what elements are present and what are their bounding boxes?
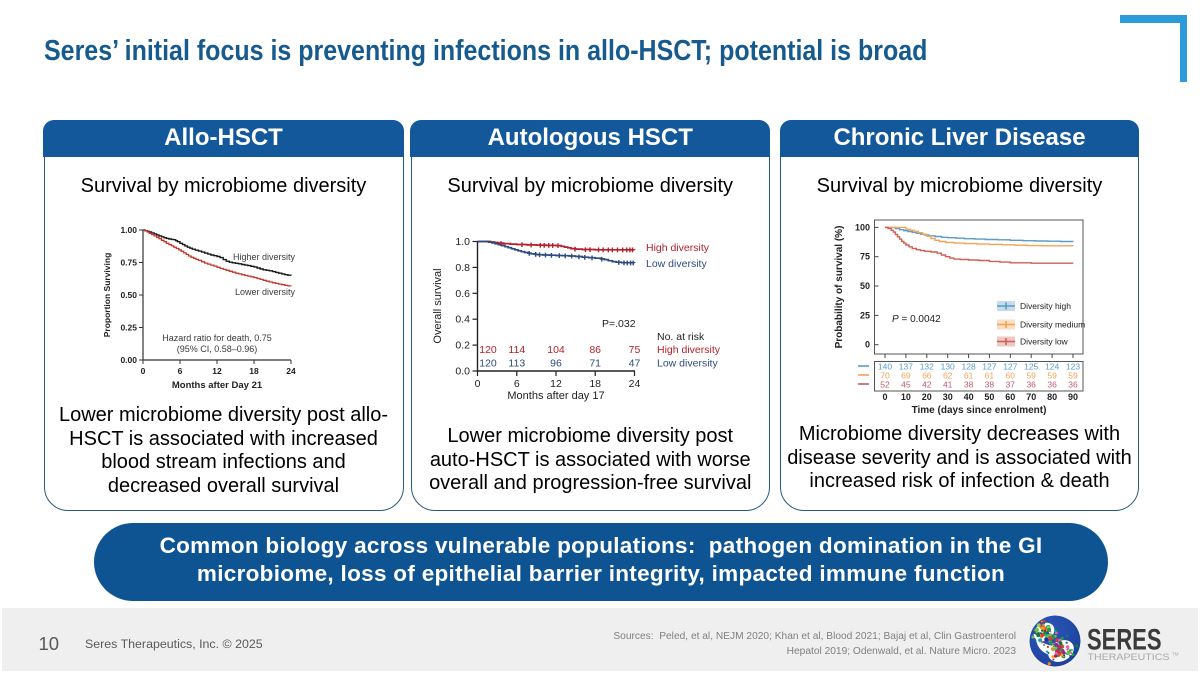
- svg-text:Higher diversity: Higher diversity: [233, 252, 296, 262]
- svg-text:0: 0: [865, 340, 870, 350]
- svg-text:Lower diversity: Lower diversity: [235, 287, 296, 297]
- svg-text:70: 70: [880, 371, 890, 381]
- svg-text:0.0: 0.0: [455, 366, 470, 378]
- svg-text:71: 71: [589, 358, 601, 370]
- svg-text:TM: TM: [1172, 652, 1179, 657]
- svg-text:No. at risk: No. at risk: [657, 331, 705, 343]
- svg-text:60: 60: [1006, 371, 1016, 381]
- svg-text:24: 24: [629, 378, 641, 390]
- svg-text:45: 45: [901, 380, 911, 390]
- svg-text:38: 38: [964, 380, 974, 390]
- svg-text:128: 128: [962, 362, 976, 372]
- svg-text:6: 6: [178, 366, 183, 376]
- svg-text:40: 40: [964, 392, 974, 402]
- svg-text:0.6: 0.6: [455, 288, 470, 300]
- svg-text:0.75: 0.75: [120, 258, 137, 268]
- svg-text:12: 12: [212, 366, 222, 376]
- svg-text:62: 62: [943, 371, 953, 381]
- svg-text:Diversity low: Diversity low: [1020, 337, 1069, 347]
- svg-text:12: 12: [550, 378, 562, 390]
- svg-text:1.0: 1.0: [455, 236, 470, 248]
- svg-text:(95% CI, 0.58–0.96): (95% CI, 0.58–0.96): [177, 344, 258, 354]
- svg-text:125: 125: [1024, 362, 1038, 372]
- svg-text:10: 10: [901, 392, 911, 402]
- svg-text:80: 80: [1047, 392, 1057, 402]
- svg-text:123: 123: [1066, 362, 1080, 372]
- svg-text:100: 100: [855, 222, 870, 232]
- svg-text:75: 75: [629, 344, 641, 356]
- svg-text:30: 30: [943, 392, 953, 402]
- svg-text:Diversity high: Diversity high: [1020, 301, 1071, 311]
- svg-text:P=.032: P=.032: [602, 318, 636, 330]
- svg-text:37: 37: [1006, 380, 1016, 390]
- svg-text:60: 60: [1005, 392, 1015, 402]
- svg-text:42: 42: [922, 380, 932, 390]
- svg-text:120: 120: [479, 358, 497, 370]
- svg-text:High diversity: High diversity: [646, 242, 710, 254]
- svg-text:0.4: 0.4: [455, 314, 470, 326]
- svg-text:Hazard ratio for death, 0.75: Hazard ratio for death, 0.75: [162, 333, 272, 343]
- svg-text:41: 41: [943, 380, 953, 390]
- svg-text:66: 66: [922, 371, 932, 381]
- svg-text:Months after day 17: Months after day 17: [507, 390, 604, 402]
- svg-text:0.00: 0.00: [120, 355, 137, 365]
- svg-text:0.2: 0.2: [455, 340, 470, 352]
- svg-text:Probability of survival (%): Probability of survival (%): [834, 226, 845, 349]
- svg-text:0: 0: [475, 378, 481, 390]
- svg-text:Months after Day 21: Months after Day 21: [172, 380, 263, 391]
- svg-text:140: 140: [878, 362, 892, 372]
- svg-text:132: 132: [920, 362, 934, 372]
- svg-text:137: 137: [899, 362, 913, 372]
- svg-text:70: 70: [1026, 392, 1036, 402]
- svg-text:1.00: 1.00: [120, 225, 137, 235]
- svg-text:0: 0: [882, 392, 887, 402]
- svg-text:Overall survival: Overall survival: [432, 268, 444, 343]
- svg-text:High diversity: High diversity: [657, 344, 721, 356]
- svg-text:61: 61: [964, 371, 974, 381]
- svg-text:75: 75: [860, 252, 870, 262]
- svg-text:18: 18: [589, 378, 601, 390]
- svg-text:127: 127: [1003, 362, 1017, 372]
- svg-text:59: 59: [1047, 371, 1057, 381]
- svg-text:24: 24: [286, 366, 296, 376]
- svg-text:Time (days since enrolment): Time (days since enrolment): [912, 405, 1047, 415]
- svg-text:52: 52: [880, 380, 890, 390]
- svg-text:36: 36: [1068, 380, 1078, 390]
- svg-text:124: 124: [1045, 362, 1059, 372]
- svg-text:86: 86: [589, 344, 601, 356]
- svg-text:0.8: 0.8: [455, 262, 470, 274]
- svg-text:50: 50: [984, 392, 994, 402]
- svg-text:0: 0: [141, 366, 146, 376]
- svg-text:127: 127: [982, 362, 996, 372]
- svg-text:36: 36: [1047, 380, 1057, 390]
- svg-text:Low diversity: Low diversity: [657, 358, 718, 370]
- svg-text:36: 36: [1026, 380, 1036, 390]
- svg-text:120: 120: [479, 344, 497, 356]
- svg-text:59: 59: [1068, 371, 1078, 381]
- svg-text:0.50: 0.50: [120, 290, 137, 300]
- svg-text:20: 20: [922, 392, 932, 402]
- svg-text:6: 6: [514, 378, 520, 390]
- svg-text:50: 50: [860, 281, 870, 291]
- svg-text:0.25: 0.25: [120, 323, 137, 333]
- svg-text:59: 59: [1026, 371, 1036, 381]
- svg-text:Diversity medium: Diversity medium: [1020, 320, 1085, 330]
- svg-text:130: 130: [941, 362, 955, 372]
- svg-text:Low diversity: Low diversity: [646, 258, 707, 270]
- svg-text:Proportion Surviving: Proportion Surviving: [102, 253, 112, 338]
- svg-text:38: 38: [985, 380, 995, 390]
- svg-text:47: 47: [629, 358, 641, 370]
- svg-text:THERAPEUTICS: THERAPEUTICS: [1088, 652, 1170, 662]
- svg-text:18: 18: [249, 366, 259, 376]
- svg-text:104: 104: [547, 344, 565, 356]
- svg-text:114: 114: [508, 344, 525, 356]
- svg-text:69: 69: [901, 371, 911, 381]
- svg-text:SERES: SERES: [1087, 624, 1162, 657]
- svg-text:61: 61: [985, 371, 995, 381]
- svg-text:25: 25: [860, 310, 870, 320]
- svg-text:P = 0.0042: P = 0.0042: [892, 314, 941, 325]
- svg-text:113: 113: [508, 358, 525, 370]
- svg-text:90: 90: [1068, 392, 1078, 402]
- svg-text:96: 96: [550, 358, 562, 370]
